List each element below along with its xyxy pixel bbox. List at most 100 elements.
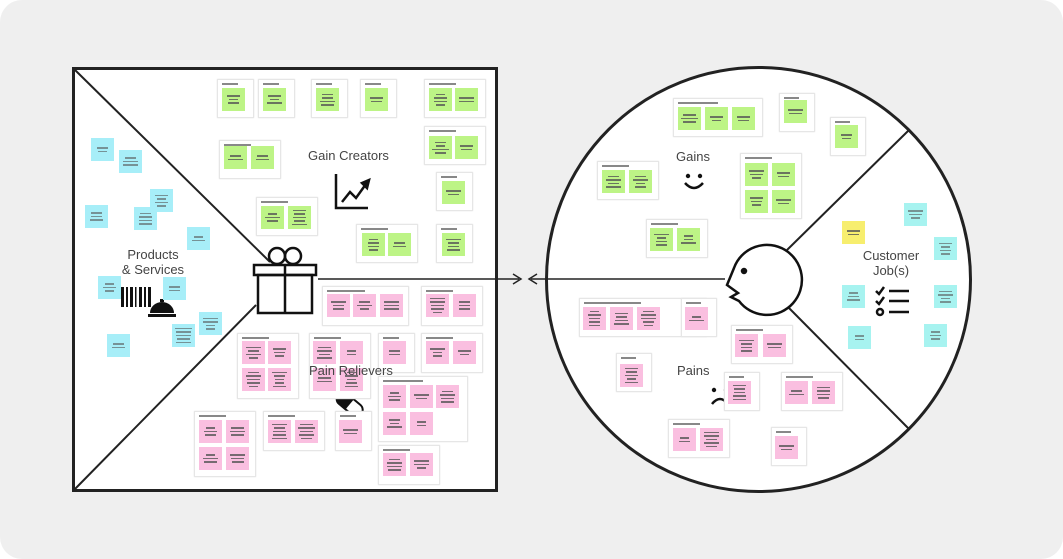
pain-sticky[interactable] (226, 420, 249, 443)
gain-sticky[interactable] (772, 163, 795, 186)
group-title-line (383, 449, 410, 451)
gain-sticky[interactable] (784, 100, 807, 123)
pain-sticky[interactable] (199, 447, 222, 470)
pain-sticky[interactable] (426, 294, 449, 317)
pain-sticky[interactable] (728, 381, 751, 404)
gain-sticky[interactable] (745, 190, 768, 213)
product-sticky[interactable] (199, 312, 222, 335)
pain-sticky[interactable] (426, 341, 449, 364)
gain-sticky[interactable] (222, 88, 245, 111)
product-sticky[interactable] (134, 207, 157, 230)
group-title-line (651, 223, 678, 225)
pain-sticky[interactable] (383, 341, 406, 364)
product-sticky[interactable] (150, 189, 173, 212)
job-sticky[interactable] (934, 237, 957, 260)
pain-sticky[interactable] (353, 294, 376, 317)
product-sticky[interactable] (187, 227, 210, 250)
gain-sticky[interactable] (835, 125, 858, 148)
barcode-icon (121, 287, 151, 307)
pain-sticky[interactable] (610, 307, 633, 330)
group-title-line (383, 380, 423, 382)
product-sticky[interactable] (91, 138, 114, 161)
gain-sticky[interactable] (455, 88, 478, 111)
gain-sticky[interactable] (224, 146, 247, 169)
job-sticky[interactable] (934, 285, 957, 308)
pain-sticky[interactable] (453, 341, 476, 364)
pain-sticky[interactable] (226, 447, 249, 470)
pain-sticky[interactable] (327, 294, 350, 317)
pain-sticky[interactable] (436, 385, 459, 408)
pain-sticky[interactable] (775, 436, 798, 459)
pain-sticky[interactable] (637, 307, 660, 330)
gain-sticky[interactable] (261, 206, 284, 229)
pain-sticky[interactable] (812, 381, 835, 404)
group-title-line (365, 83, 381, 85)
pain-sticky[interactable] (339, 420, 362, 443)
pain-sticky[interactable] (242, 341, 265, 364)
job-sticky[interactable] (924, 324, 947, 347)
gain-sticky[interactable] (442, 233, 465, 256)
product-sticky[interactable] (107, 334, 130, 357)
gain-sticky[interactable] (705, 107, 728, 130)
gain-sticky[interactable] (678, 107, 701, 130)
pain-sticky[interactable] (453, 294, 476, 317)
pain-sticky[interactable] (620, 364, 643, 387)
pain-sticky[interactable] (785, 381, 808, 404)
gain-sticky[interactable] (745, 163, 768, 186)
gain-sticky[interactable] (650, 228, 673, 251)
pain-sticky[interactable] (199, 420, 222, 443)
pain-sticky[interactable] (313, 341, 336, 364)
gain-sticky[interactable] (677, 228, 700, 251)
job-sticky[interactable] (904, 203, 927, 226)
pain-sticky[interactable] (410, 385, 433, 408)
product-sticky[interactable] (119, 150, 142, 173)
pain-sticky[interactable] (242, 368, 265, 391)
pain-sticky[interactable] (268, 368, 291, 391)
product-sticky[interactable] (172, 324, 195, 347)
pain-sticky[interactable] (583, 307, 606, 330)
pain-sticky[interactable] (268, 341, 291, 364)
pain-sticky[interactable] (685, 307, 708, 330)
pain-sticky[interactable] (383, 453, 406, 476)
pain-sticky[interactable] (383, 412, 406, 435)
product-sticky[interactable] (98, 276, 121, 299)
product-sticky[interactable] (85, 205, 108, 228)
pain-sticky[interactable] (700, 428, 723, 451)
gain-sticky[interactable] (629, 170, 652, 193)
pain-sticky[interactable] (340, 341, 363, 364)
pain-sticky[interactable] (735, 334, 758, 357)
gain-sticky[interactable] (442, 181, 465, 204)
pain-sticky[interactable] (340, 368, 363, 391)
pain-sticky[interactable] (410, 412, 433, 435)
job-sticky[interactable] (842, 285, 865, 308)
gain-sticky[interactable] (362, 233, 385, 256)
group-title-line (327, 290, 366, 292)
group-title-line (584, 302, 641, 304)
gain-sticky[interactable] (288, 206, 311, 229)
group-title-line (340, 415, 356, 417)
job-sticky[interactable] (842, 221, 865, 244)
gain-sticky[interactable] (429, 88, 452, 111)
pain-sticky[interactable] (383, 385, 406, 408)
gain-sticky[interactable] (388, 233, 411, 256)
pain-sticky[interactable] (295, 420, 318, 443)
product-sticky[interactable] (163, 277, 186, 300)
gain-sticky[interactable] (251, 146, 274, 169)
gain-sticky[interactable] (732, 107, 755, 130)
arrow-right-icon (512, 273, 523, 285)
gain-sticky[interactable] (316, 88, 339, 111)
pain-sticky[interactable] (763, 334, 786, 357)
gain-sticky[interactable] (429, 136, 452, 159)
gain-sticky[interactable] (455, 136, 478, 159)
pain-sticky[interactable] (313, 368, 336, 391)
gain-sticky[interactable] (365, 88, 388, 111)
pain-sticky[interactable] (268, 420, 291, 443)
gain-sticky[interactable] (263, 88, 286, 111)
gain-sticky[interactable] (772, 190, 795, 213)
checklist-icon (875, 286, 909, 317)
pain-sticky[interactable] (673, 428, 696, 451)
job-sticky[interactable] (848, 326, 871, 349)
pain-sticky[interactable] (410, 453, 433, 476)
pain-sticky[interactable] (380, 294, 403, 317)
gain-sticky[interactable] (602, 170, 625, 193)
